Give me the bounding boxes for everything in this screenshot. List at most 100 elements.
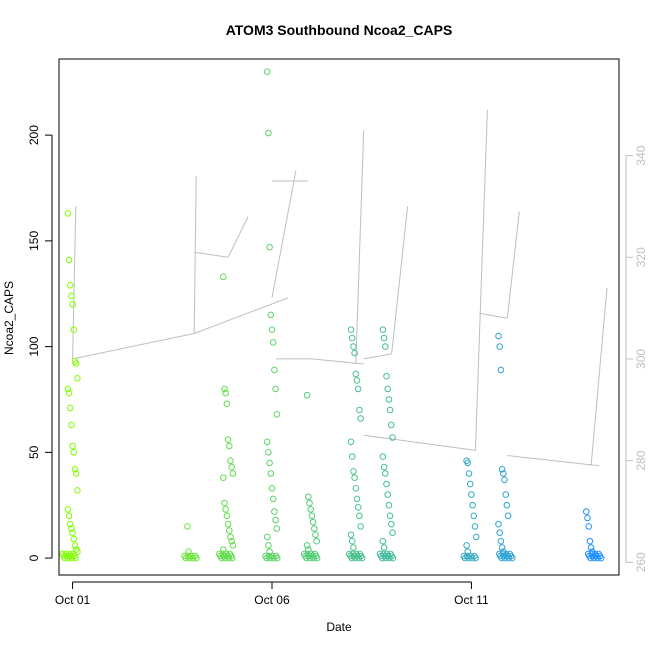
- right-tick-label: 340: [634, 145, 648, 165]
- depth-line-segment: [311, 358, 364, 365]
- data-point: [468, 491, 475, 498]
- data-point: [221, 385, 228, 393]
- data-point: [379, 537, 387, 545]
- data-point: [306, 499, 313, 507]
- axes: 0 50 100 150 200 260 280 300 320 340 Oct 01 Oct 06 O…: [27, 58, 648, 607]
- data-point: [464, 459, 472, 467]
- data-point: [269, 495, 277, 503]
- data-point: [461, 554, 469, 562]
- data-point: [70, 449, 78, 456]
- data-point: [594, 554, 601, 562]
- data-point: [498, 466, 506, 473]
- data-point: [273, 554, 281, 562]
- right-tick-label: 300: [634, 349, 648, 369]
- data-point: [379, 554, 386, 562]
- data-point: [308, 512, 316, 520]
- data-point: [272, 516, 279, 524]
- data-point: [382, 343, 389, 350]
- x-tick-label: Oct 06: [254, 593, 290, 607]
- data-point: [351, 474, 358, 482]
- data-point: [500, 470, 507, 477]
- data-point: [501, 554, 509, 562]
- data-points: [59, 68, 605, 562]
- data-point: [464, 548, 472, 556]
- data-point: [348, 554, 356, 562]
- data-point: [266, 554, 274, 562]
- data-point: [266, 243, 273, 251]
- data-point: [380, 544, 388, 551]
- depth-line-segment: [193, 175, 197, 334]
- data-point: [266, 459, 273, 467]
- data-point: [265, 449, 272, 456]
- depth-line-segment: [355, 130, 365, 365]
- right-tick-label: 280: [634, 450, 648, 470]
- data-point: [227, 533, 234, 541]
- data-point: [263, 533, 271, 541]
- data-point: [503, 501, 511, 509]
- data-point: [65, 512, 73, 520]
- data-point: [354, 504, 362, 511]
- y-tick-label: 50: [27, 445, 41, 459]
- data-point: [186, 554, 193, 562]
- depth-line-segment: [590, 287, 608, 466]
- data-point: [353, 495, 361, 503]
- data-point: [355, 554, 363, 562]
- data-point: [66, 404, 74, 412]
- data-point: [222, 389, 229, 397]
- data-point: [306, 554, 314, 562]
- data-point: [357, 415, 364, 422]
- data-point: [228, 554, 236, 562]
- data-point: [505, 554, 513, 562]
- data-point: [263, 438, 271, 446]
- data-point: [272, 385, 279, 393]
- x-tick-label: Oct 11: [454, 593, 489, 607]
- data-point: [312, 531, 319, 539]
- data-point: [228, 463, 235, 471]
- depth-line-segment: [363, 434, 476, 451]
- data-point: [222, 506, 229, 513]
- data-point: [269, 339, 277, 346]
- data-point: [72, 360, 80, 367]
- data-point: [384, 491, 392, 498]
- right-tick-label: 260: [634, 552, 648, 572]
- data-point: [69, 442, 76, 450]
- data-point: [268, 326, 276, 334]
- data-point: [348, 334, 356, 342]
- data-point: [74, 487, 81, 494]
- data-point: [265, 129, 272, 137]
- data-point: [350, 468, 357, 475]
- plot-border: [58, 58, 620, 576]
- data-point: [470, 512, 478, 520]
- data-point: [389, 434, 396, 441]
- data-point: [226, 442, 233, 450]
- data-point: [502, 491, 510, 498]
- data-point: [356, 406, 363, 414]
- data-point: [229, 542, 237, 549]
- data-point: [468, 554, 476, 562]
- depth-line-segment: [72, 206, 77, 359]
- data-point: [386, 554, 393, 562]
- data-point: [68, 525, 75, 532]
- depth-line-segment: [506, 211, 520, 319]
- y-tick-label: 150: [27, 231, 41, 251]
- data-point: [382, 554, 390, 562]
- data-point: [64, 210, 72, 217]
- data-point: [182, 554, 190, 562]
- data-point: [386, 512, 394, 520]
- data-point: [385, 501, 393, 509]
- data-point: [497, 366, 505, 374]
- data-point: [225, 554, 232, 562]
- data-point: [590, 554, 598, 562]
- depth-line-segment: [474, 109, 488, 451]
- data-point: [463, 542, 470, 549]
- data-point: [498, 544, 506, 551]
- data-point: [68, 292, 75, 300]
- data-point: [65, 554, 72, 562]
- data-point: [497, 537, 505, 545]
- data-point: [357, 523, 364, 530]
- data-point: [597, 554, 605, 562]
- data-point: [224, 436, 232, 444]
- data-point: [352, 485, 360, 492]
- data-point: [307, 506, 315, 513]
